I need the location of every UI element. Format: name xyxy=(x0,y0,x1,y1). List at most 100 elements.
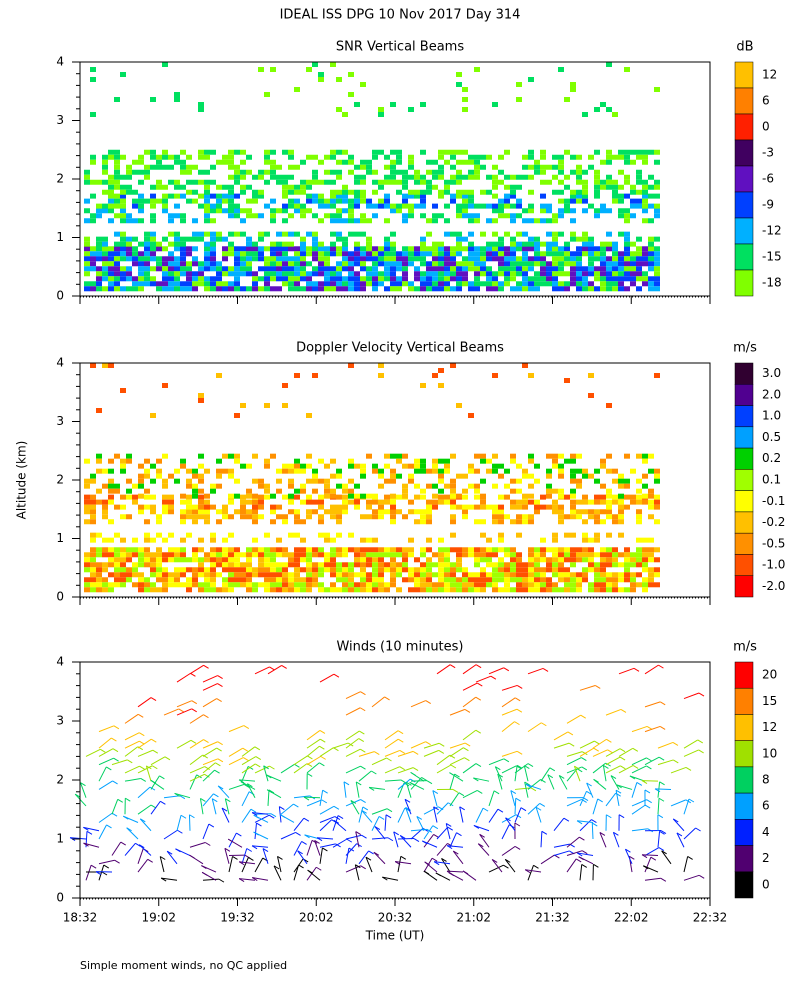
field-cell xyxy=(402,488,408,494)
field-cell xyxy=(624,236,630,242)
field-cell xyxy=(348,276,354,282)
wind-barb xyxy=(281,665,287,669)
field-cell xyxy=(282,567,288,573)
field-cell xyxy=(228,499,234,505)
field-cell xyxy=(414,189,420,195)
field-cell xyxy=(246,557,252,563)
field-cell xyxy=(534,218,540,224)
field-cell xyxy=(570,453,576,459)
wind-barb xyxy=(117,798,123,803)
field-cell xyxy=(378,179,384,185)
wind-barb xyxy=(410,741,426,749)
wind-barb xyxy=(432,825,439,830)
field-cell xyxy=(594,276,600,282)
field-cell xyxy=(354,203,360,209)
field-cell xyxy=(252,241,258,247)
wind-barb xyxy=(385,814,392,819)
field-cell xyxy=(204,154,210,160)
field-cell xyxy=(528,557,534,563)
wind-barb xyxy=(384,696,390,701)
field-cell xyxy=(606,184,612,190)
field-cell xyxy=(540,193,546,199)
field-cell xyxy=(264,231,270,237)
field-cell xyxy=(618,587,624,593)
colorbar-cell xyxy=(734,113,754,141)
field-cell xyxy=(390,468,396,474)
wind-barb xyxy=(525,783,532,788)
wind-barb xyxy=(345,843,358,856)
field-cell xyxy=(228,231,234,237)
field-cell xyxy=(240,572,246,578)
field-cell xyxy=(432,218,438,224)
x-tick-label: 21:02 xyxy=(456,911,491,925)
field-cell xyxy=(438,552,444,558)
field-cell xyxy=(174,203,180,209)
field-cell xyxy=(426,562,432,568)
field-cell xyxy=(180,236,186,242)
wind-barb xyxy=(306,799,322,807)
wind-barb xyxy=(450,764,457,769)
field-cell xyxy=(306,261,312,267)
field-cell xyxy=(174,276,180,282)
field-cell xyxy=(120,286,126,292)
wind-barb xyxy=(516,684,523,689)
field-cell xyxy=(318,193,324,199)
field-cell xyxy=(414,519,420,525)
field-cell xyxy=(582,251,588,257)
field-cell xyxy=(204,179,210,185)
field-cell xyxy=(570,218,576,224)
wind-barb xyxy=(446,845,453,850)
wind-barb xyxy=(527,667,544,675)
wind-barb xyxy=(199,798,204,815)
field-cell xyxy=(570,557,576,563)
field-cell xyxy=(390,286,396,292)
field-cell xyxy=(90,567,96,573)
wind-barb xyxy=(650,856,657,861)
field-cell xyxy=(324,213,330,219)
field-cell xyxy=(576,189,582,195)
field-cell xyxy=(270,519,276,525)
field-cell xyxy=(126,246,132,252)
field-cell xyxy=(522,587,528,593)
field-cell xyxy=(564,567,570,573)
field-cell xyxy=(276,562,282,568)
field-cell xyxy=(558,286,564,292)
field-cell xyxy=(174,281,180,287)
field-cell xyxy=(654,473,660,479)
wind-barb xyxy=(410,700,426,708)
field-cell xyxy=(474,67,480,72)
field-cell xyxy=(282,547,288,553)
field-cell xyxy=(486,266,492,272)
field-cell xyxy=(324,261,330,267)
field-cell xyxy=(258,236,264,242)
wind-barb xyxy=(200,797,206,802)
field-cell xyxy=(576,582,582,588)
field-cell xyxy=(408,547,414,553)
field-cell xyxy=(450,572,456,578)
field-cell xyxy=(312,373,318,378)
field-cell xyxy=(264,276,270,282)
field-cell xyxy=(486,577,492,583)
field-cell xyxy=(498,463,504,469)
field-cell xyxy=(606,547,612,553)
field-cell xyxy=(264,463,270,469)
wind-barb xyxy=(360,865,366,870)
wind-barb xyxy=(618,667,635,675)
field-cell xyxy=(102,271,108,277)
wind-barb xyxy=(400,855,407,860)
field-cell xyxy=(204,468,210,474)
field-cell xyxy=(282,251,288,257)
field-cell xyxy=(360,537,366,543)
field-cell xyxy=(606,468,612,474)
field-cell xyxy=(510,256,516,262)
x-tick-label: 20:02 xyxy=(299,911,334,925)
field-cell xyxy=(468,189,474,195)
wind-barb xyxy=(514,721,520,726)
field-cell xyxy=(594,552,600,558)
colorbar-tick-label: 10 xyxy=(762,746,777,760)
field-cell xyxy=(300,241,306,247)
field-cell xyxy=(372,213,378,219)
wind-barb xyxy=(591,822,594,840)
field-cell xyxy=(378,483,384,489)
field-cell xyxy=(552,266,558,272)
